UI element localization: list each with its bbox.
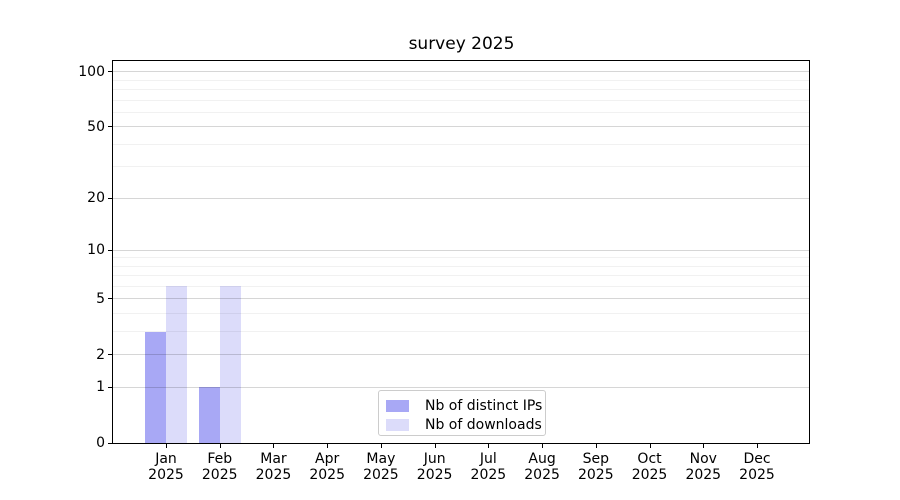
x-tick-label: Sep 2025 [566, 451, 626, 483]
x-tick-mark [434, 444, 436, 448]
x-tick-label-line: Sep [582, 451, 609, 467]
x-tick-mark [166, 444, 167, 448]
x-tick-label-line: Feb [207, 451, 233, 467]
x-tick-label-line: 2025 [739, 467, 775, 483]
y-tick-mark [108, 126, 112, 128]
x-tick-label: Feb 2025 [190, 451, 250, 483]
minor-gridline [113, 89, 809, 91]
x-tick-label: Mar 2025 [243, 451, 303, 483]
x-tick-mark [542, 444, 544, 448]
x-tick-label-line: May [366, 451, 396, 467]
legend-label: Nb of downloads [425, 416, 542, 433]
x-tick-label-line: Oct [637, 451, 662, 467]
minor-gridline [113, 285, 809, 287]
minor-gridline [113, 79, 809, 81]
major-gridline [113, 126, 809, 128]
minor-gridline [113, 99, 809, 101]
y-tick-label: 100 [78, 63, 105, 80]
y-tick-mark [108, 197, 112, 199]
major-gridline [113, 386, 809, 388]
x-tick-label-line: Jan [155, 451, 177, 467]
bar [166, 286, 187, 443]
x-tick-label: Nov 2025 [673, 451, 733, 483]
bar [198, 387, 220, 443]
x-tick-label-line: Aug [528, 451, 556, 467]
legend-swatch-downloads-icon [386, 418, 409, 431]
x-tick-label: Oct 2025 [620, 451, 680, 483]
x-tick-label: Dec 2025 [727, 451, 787, 483]
y-tick-mark [108, 71, 112, 73]
x-tick-mark [327, 444, 329, 448]
y-tick-mark [108, 298, 112, 300]
x-tick-mark [219, 444, 221, 448]
minor-gridline [113, 111, 809, 113]
x-tick-label-line: 2025 [148, 467, 184, 483]
y-tick-label: 1 [96, 379, 105, 396]
x-tick-label-line: Jun [423, 451, 446, 467]
legend-item: Nb of downloads [386, 415, 545, 434]
x-tick-label: May 2025 [351, 451, 411, 483]
chart-title: survey 2025 [408, 34, 515, 54]
x-tick-mark [649, 444, 651, 448]
y-tick-label: 0 [96, 435, 105, 451]
legend-item: Nb of distinct IPs [386, 396, 545, 415]
bar [219, 286, 241, 443]
x-tick-mark [703, 444, 705, 448]
x-tick-label-line: Dec [743, 451, 771, 467]
x-tick-label: Jul 2025 [458, 451, 518, 483]
minor-gridline [113, 313, 809, 315]
minor-gridline [113, 265, 809, 267]
x-tick-label: Aug 2025 [512, 451, 572, 483]
minor-gridline [113, 143, 809, 145]
x-tick-label-line: 2025 [631, 467, 668, 483]
y-tick-label: 20 [87, 190, 105, 207]
x-tick-label-line: Mar [260, 451, 287, 467]
x-tick-label-line: 2025 [685, 467, 722, 483]
bar [145, 331, 166, 443]
x-tick-label-line: Apr [315, 451, 340, 467]
legend-swatch-distinct-ips-icon [386, 399, 409, 412]
x-tick-label-line: 2025 [524, 467, 560, 483]
x-tick-mark [488, 444, 490, 448]
y-tick-label: 2 [96, 346, 105, 363]
y-tick-mark [108, 442, 112, 444]
x-tick-label: Jan 2025 [136, 451, 196, 483]
minor-gridline [113, 275, 809, 277]
y-tick-label: 10 [87, 242, 105, 259]
x-tick-label: Jun 2025 [405, 451, 465, 483]
major-gridline [113, 71, 809, 73]
x-tick-mark [273, 444, 275, 448]
x-tick-label-line: 2025 [416, 467, 453, 483]
x-tick-label: Apr 2025 [297, 451, 357, 483]
legend: Nb of distinct IPs Nb of downloads [378, 390, 546, 436]
major-gridline [113, 298, 809, 300]
x-tick-label-line: 2025 [577, 467, 614, 483]
major-gridline [113, 197, 809, 199]
y-tick-label: 50 [87, 118, 105, 135]
minor-gridline [113, 257, 809, 259]
x-tick-label-line: 2025 [201, 467, 238, 483]
x-tick-label-line: Jul [479, 451, 497, 467]
x-tick-label-line: 2025 [363, 467, 399, 483]
major-gridline [113, 249, 809, 251]
x-tick-mark [595, 444, 597, 448]
y-tick-mark [108, 354, 112, 356]
x-tick-mark [757, 444, 758, 448]
x-tick-label-line: 2025 [309, 467, 345, 483]
y-tick-mark [108, 249, 112, 251]
minor-gridline [113, 166, 809, 168]
x-tick-label-line: 2025 [470, 467, 507, 483]
y-tick-label: 5 [96, 290, 105, 307]
legend-label: Nb of distinct IPs [425, 397, 543, 414]
x-tick-mark [380, 444, 382, 448]
y-tick-mark [108, 386, 112, 388]
x-tick-label-line: 2025 [255, 467, 292, 483]
minor-gridline [113, 331, 809, 332]
x-tick-label-line: Nov [689, 451, 717, 467]
major-gridline [113, 354, 809, 356]
